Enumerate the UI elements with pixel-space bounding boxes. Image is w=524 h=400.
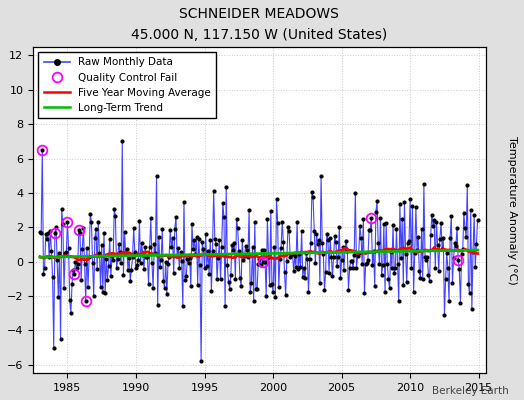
Y-axis label: Temperature Anomaly (°C): Temperature Anomaly (°C)	[507, 136, 517, 284]
Text: Berkeley Earth: Berkeley Earth	[432, 386, 508, 396]
Title: SCHNEIDER MEADOWS
45.000 N, 117.150 W (United States): SCHNEIDER MEADOWS 45.000 N, 117.150 W (U…	[131, 7, 387, 42]
Legend: Raw Monthly Data, Quality Control Fail, Five Year Moving Average, Long-Term Tren: Raw Monthly Data, Quality Control Fail, …	[38, 52, 216, 118]
